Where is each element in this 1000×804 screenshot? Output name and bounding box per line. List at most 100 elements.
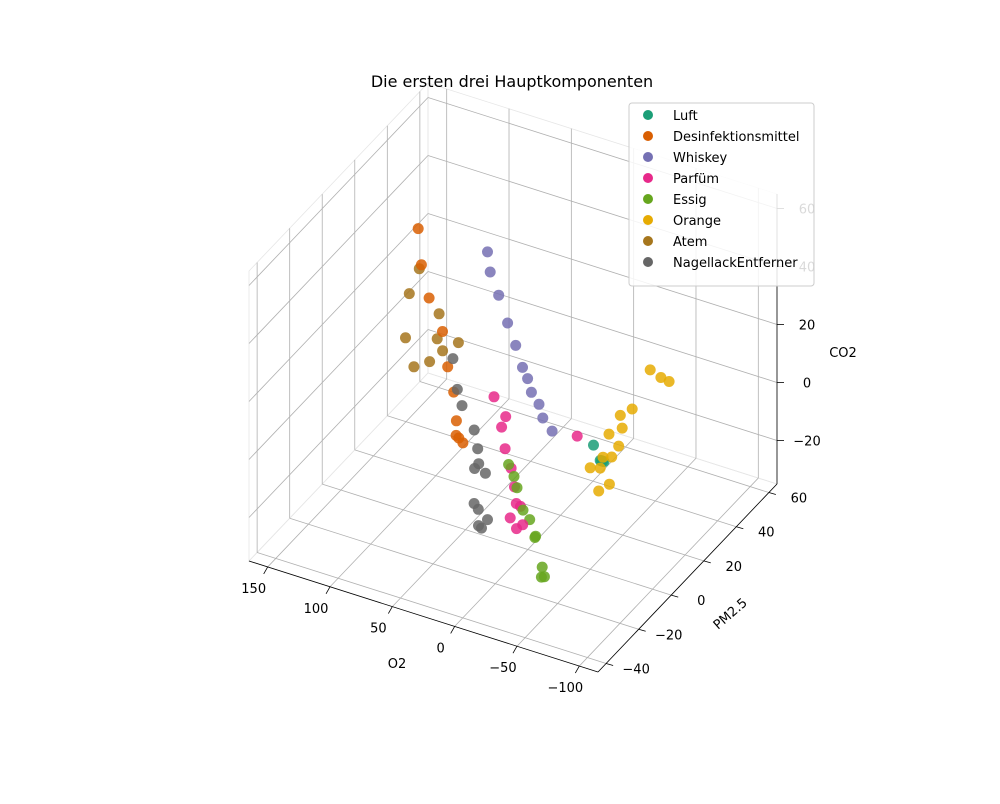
legend-entry: Desinfektionsmittel [673, 130, 800, 145]
scatter-point [517, 504, 529, 516]
scatter-point [453, 432, 465, 444]
z-tick-label: 20 [799, 319, 816, 334]
scatter-point [536, 561, 548, 573]
y-tick-mark [606, 663, 614, 666]
scatter-point [510, 339, 522, 351]
scatter-point [451, 383, 463, 395]
z-grid-back [427, 271, 778, 383]
scatter-point [423, 292, 435, 304]
x-grid-floor [516, 457, 697, 647]
scatter-point [626, 403, 638, 415]
scatter-point [488, 391, 500, 403]
scatter-point [433, 308, 445, 320]
scatter-point [502, 317, 514, 329]
scatter-point [613, 440, 625, 452]
x-tick-label: 0 [437, 641, 445, 656]
z-axis-label: CO2 [829, 346, 857, 361]
y-tick-label: 60 [791, 492, 808, 507]
z-tick-label: 0 [803, 377, 811, 392]
y-grid-floor [419, 381, 769, 493]
x-axis-label: O2 [388, 657, 407, 672]
scatter-point [472, 443, 484, 455]
scatter-point [447, 353, 459, 365]
scatter-point [606, 451, 618, 463]
legend-entry: Atem [673, 235, 707, 250]
scatter-point [456, 400, 468, 412]
scatter-point [616, 422, 628, 434]
legend-box [628, 102, 815, 287]
chart-title: Die ersten drei Hauptkomponenten [371, 72, 653, 91]
x-tick-mark [387, 606, 393, 614]
y-tick-mark [768, 492, 776, 495]
legend-marker [643, 215, 653, 225]
legend-marker [643, 173, 653, 183]
legend-entry: Luft [673, 109, 698, 124]
scatter-point [594, 462, 606, 474]
legend-entry: Parfüm [673, 172, 719, 187]
x-tick-label: 100 [304, 602, 329, 617]
scatter-point [415, 259, 427, 271]
scatter-points [400, 223, 675, 583]
legend-marker [643, 257, 653, 267]
y-tick-label: −20 [655, 628, 682, 643]
z-grid-left [248, 329, 429, 518]
scatter-point [525, 386, 537, 398]
legend-marker [643, 110, 653, 120]
x-tick-mark [325, 586, 331, 594]
scatter-point [644, 364, 656, 376]
z-grid-left [248, 155, 429, 344]
scatter-point [508, 471, 520, 482]
scatter-point [400, 332, 411, 344]
scatter-point [603, 478, 615, 490]
scatter-point [538, 571, 550, 583]
y-tick-mark [638, 628, 646, 632]
legend-marker [643, 194, 653, 204]
scatter-point [537, 412, 549, 424]
scatter-point [484, 266, 496, 278]
x-axis-line [248, 560, 599, 673]
x-tick-mark [512, 646, 518, 654]
scatter-point [499, 443, 511, 455]
x-grid-floor [329, 398, 510, 588]
y-grid-floor [289, 517, 639, 630]
scatter-point [500, 411, 512, 423]
z-grid-left [248, 97, 429, 286]
scatter-point [482, 514, 493, 526]
scatter-point [450, 415, 462, 427]
scatter-point [511, 482, 523, 494]
scatter-point [493, 289, 505, 301]
scatter-point [496, 421, 508, 433]
y-tick-label: 40 [758, 526, 775, 541]
x-grid-floor [267, 378, 447, 568]
scatter-point [522, 373, 534, 385]
z-grid-left [248, 271, 429, 460]
grid-lines [248, 88, 778, 667]
scatter-point [546, 425, 558, 437]
scatter-point [408, 361, 420, 373]
x-tick-mark [574, 665, 580, 674]
y-grid-floor [257, 552, 607, 664]
scatter-point [503, 459, 515, 470]
scatter-point [442, 361, 454, 373]
scatter-point [452, 337, 464, 349]
y-grid-floor [354, 449, 704, 562]
y-axis-label: PM2.5 [711, 596, 751, 633]
scatter-point [588, 439, 599, 451]
scatter-point [504, 512, 516, 524]
legend: Luft Desinfektionsmittel Whiskey Parfüm Essi… [628, 102, 815, 287]
legend-marker [643, 131, 653, 141]
scatter-point [511, 523, 522, 535]
x-tick-mark [263, 566, 269, 575]
x-tick-mark [450, 626, 456, 634]
scatter-point [603, 428, 615, 440]
scatter-point [482, 246, 493, 258]
scatter-point [403, 288, 415, 300]
scatter-point [437, 326, 448, 337]
x-tick-label: −100 [547, 681, 583, 696]
y-tick-mark [736, 526, 744, 530]
legend-entry: NagellackEntferner [673, 256, 798, 271]
x-tick-label: 50 [370, 622, 387, 637]
scatter-point [424, 356, 436, 368]
